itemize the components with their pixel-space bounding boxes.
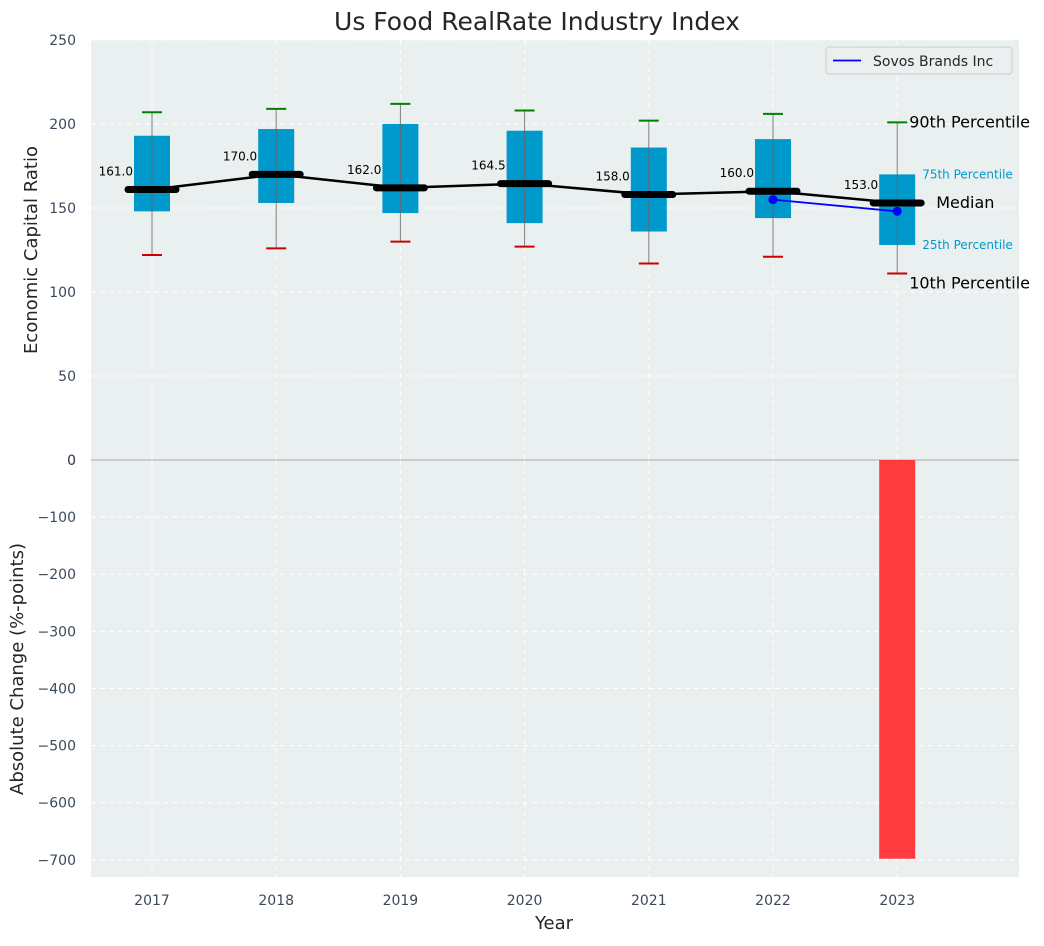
top-y-tick-label: 0 — [67, 453, 76, 469]
p10-annotation: 10th Percentile — [909, 274, 1030, 293]
median-value-label: 164.5 — [471, 159, 505, 173]
bottom-y-tick-label: 0 — [67, 453, 76, 469]
top-y-tick-label: 50 — [58, 369, 76, 385]
legend-label: Sovos Brands Inc — [873, 54, 993, 70]
legend: Sovos Brands Inc — [825, 46, 1013, 75]
bottom-y-tick-label: −600 — [38, 796, 76, 812]
x-axis-label: Year — [534, 913, 574, 934]
x-tick-label: 2021 — [631, 893, 667, 909]
x-tick-label: 2019 — [383, 893, 419, 909]
chart-title: Us Food RealRate Industry Index — [334, 7, 740, 36]
bottom-y-tick-label: −400 — [38, 681, 76, 697]
top-y-tick-label: 100 — [49, 285, 76, 301]
legend-box — [825, 46, 1013, 75]
top-y-axis-label: Economic Capital Ratio — [21, 146, 42, 354]
p25-annotation: 25th Percentile — [922, 238, 1013, 252]
x-tick-label: 2022 — [755, 893, 791, 909]
top-y-tick-label: 200 — [49, 117, 76, 133]
p90-annotation: 90th Percentile — [909, 112, 1030, 131]
bottom-y-tick-label: −500 — [38, 739, 76, 755]
change-bar — [879, 460, 916, 859]
bottom-y-tick-label: −700 — [38, 853, 76, 869]
median-annotation: Median — [936, 193, 994, 212]
x-tick-label: 2017 — [134, 893, 170, 909]
median-value-label: 160.0 — [720, 166, 754, 180]
p75-annotation: 75th Percentile — [922, 167, 1013, 181]
x-tick-label: 2023 — [879, 893, 915, 909]
x-tick-label: 2020 — [507, 893, 543, 909]
bottom-y-tick-label: −100 — [38, 510, 76, 526]
bottom-plot-area — [91, 460, 1019, 877]
median-value-label: 162.0 — [347, 163, 381, 177]
x-tick-label: 2018 — [258, 893, 294, 909]
top-y-tick-label: 150 — [49, 201, 76, 217]
median-value-label: 170.0 — [223, 149, 257, 163]
bottom-y-axis-label: Absolute Change (%-points) — [7, 543, 28, 795]
bottom-y-tick-label: −300 — [38, 624, 76, 640]
company-series-line — [772, 198, 898, 213]
bottom-y-tick-label: −200 — [38, 567, 76, 583]
top-plot-area — [91, 40, 1019, 460]
median-value-label: 158.0 — [595, 170, 629, 184]
median-value-label: 153.0 — [844, 178, 878, 192]
median-value-label: 161.0 — [99, 165, 133, 179]
top-y-tick-label: 250 — [49, 33, 76, 49]
company-series-point — [768, 195, 778, 205]
company-series-point — [892, 206, 902, 216]
